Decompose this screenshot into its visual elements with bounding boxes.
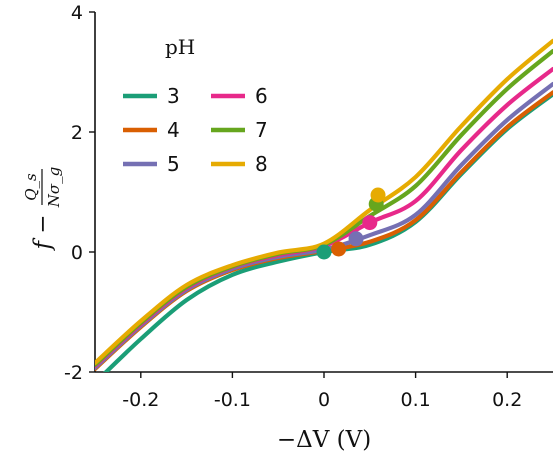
x-tick-label: -0.1 bbox=[214, 389, 251, 411]
y-axis-label-main: f − bbox=[30, 214, 56, 251]
y-axis-label: f − Q_s Nσ_g bbox=[22, 167, 63, 252]
x-tick-label: 0.1 bbox=[400, 389, 430, 411]
legend-label-ph-3: 3 bbox=[167, 84, 180, 108]
legend-title: pH bbox=[165, 35, 195, 59]
x-tick-label: 0.2 bbox=[492, 389, 522, 411]
series-layer bbox=[95, 38, 553, 372]
legend-label-ph-7: 7 bbox=[255, 118, 268, 142]
series-line-ph-8 bbox=[95, 38, 553, 366]
marker-layer bbox=[316, 187, 386, 260]
legend-label-ph-8: 8 bbox=[255, 152, 268, 176]
legend-label-ph-4: 4 bbox=[167, 118, 180, 142]
y-tick-label: -2 bbox=[64, 362, 83, 384]
y-tick-label: 4 bbox=[71, 2, 83, 24]
marker-point-ph-4 bbox=[331, 241, 347, 257]
x-tick-label: -0.2 bbox=[122, 389, 159, 411]
legend-label-ph-6: 6 bbox=[255, 84, 268, 108]
series-line-ph-3 bbox=[103, 92, 553, 372]
marker-point-ph-8 bbox=[370, 187, 386, 203]
x-axis-label: −ΔV (V) bbox=[277, 427, 371, 453]
series-line-ph-4 bbox=[95, 90, 553, 372]
y-tick-label: 2 bbox=[71, 122, 83, 144]
legend: pH 3 4 5 6 7 8 bbox=[123, 35, 268, 176]
y-axis-label-denominator: Nσ_g bbox=[45, 167, 63, 208]
x-tick-label: 0 bbox=[318, 389, 330, 411]
marker-point-ph-6 bbox=[362, 215, 378, 231]
axes: -0.2 -0.1 0 0.1 0.2 -2 0 2 4 bbox=[64, 2, 553, 411]
y-axis-label-numerator: Q_s bbox=[22, 173, 40, 201]
marker-point-ph-5 bbox=[348, 231, 364, 247]
legend-label-ph-5: 5 bbox=[167, 152, 180, 176]
y-tick-label: 0 bbox=[71, 242, 83, 264]
marker-point-ph-3 bbox=[316, 244, 332, 260]
